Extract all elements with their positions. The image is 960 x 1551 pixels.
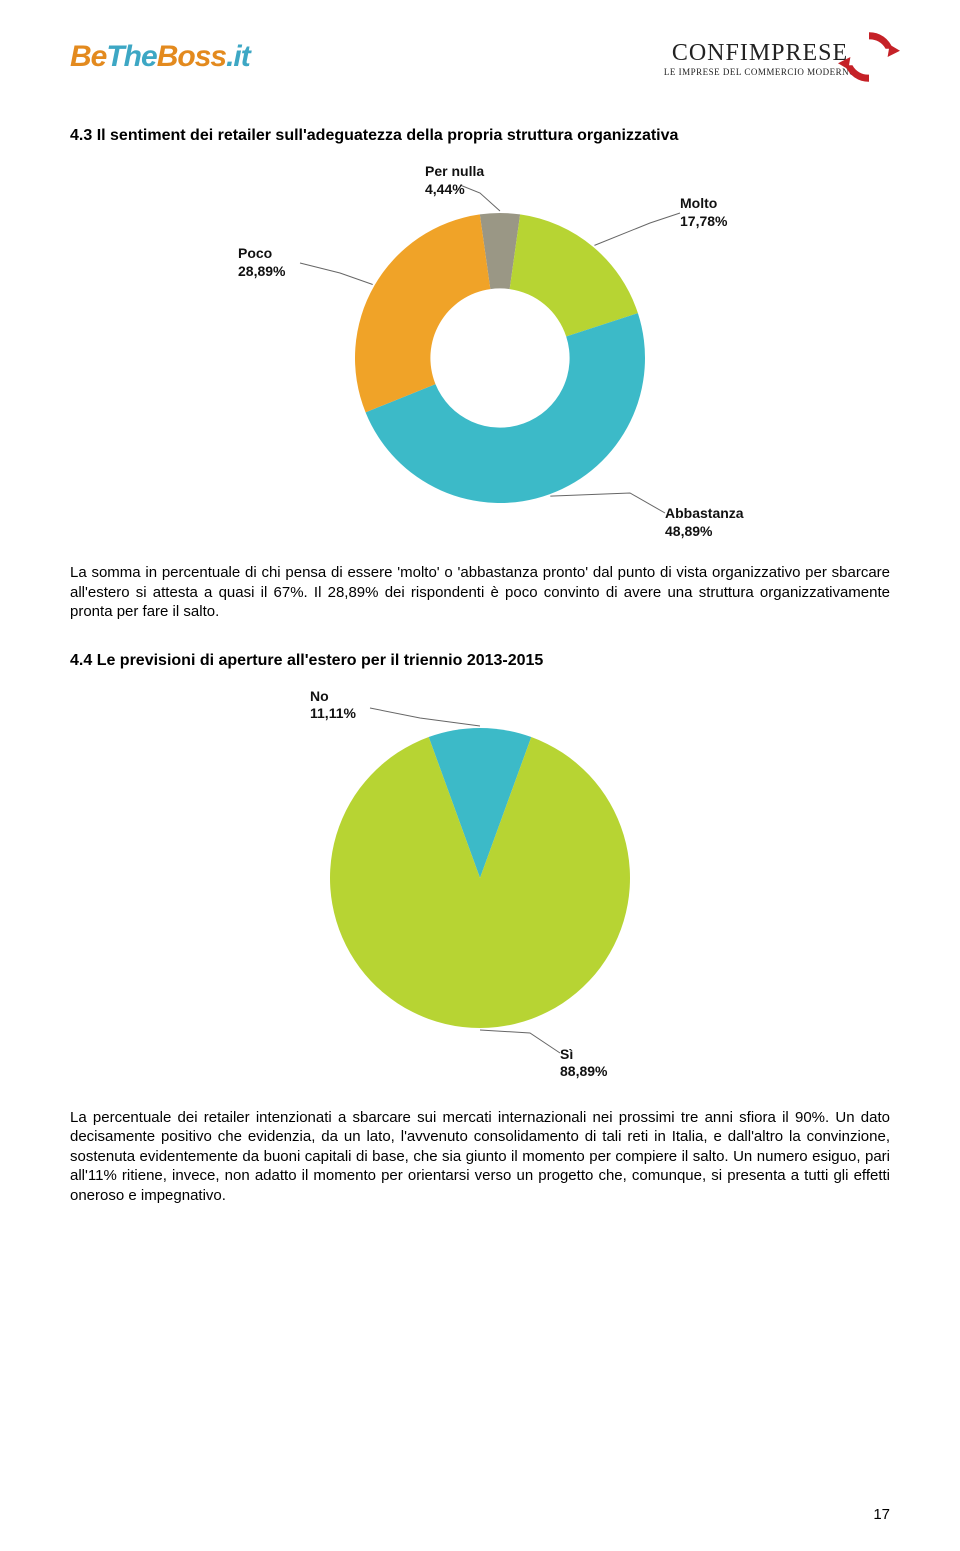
chart-label-value: 48,89% [665,523,744,541]
chart-label-value: 11,11% [310,705,356,723]
logo-part-be: Be [70,40,106,73]
chart-label-poco: Poco28,89% [238,245,285,280]
chart-label-abbastanza: Abbastanza48,89% [665,505,744,540]
chart-label-molto: Molto17,78% [680,195,727,230]
slice-molto [510,214,638,336]
body-text-4-3: La somma in percentuale di chi pensa di … [70,563,890,622]
chart-label-name: Sì [560,1046,607,1064]
chart-label-no: No11,11% [310,688,356,723]
chart-label-value: 88,89% [560,1063,607,1081]
body-text-4-4: La percentuale dei retailer intenzionati… [70,1108,890,1206]
pie-chart-previsioni: No11,11% Sì88,89% [200,688,760,1088]
logo-confimprese: CONFIMPRESE LE IMPRESE DEL COMMERCIO MOD… [630,40,890,77]
logo-betheboss: BeTheBoss.it [70,40,250,74]
chart-label-per_nulla: Per nulla4,44% [425,163,484,198]
chart-label-name: Poco [238,245,285,263]
donut-chart-sentiment: Per nulla4,44% Molto17,78% Abbastanza48,89… [160,163,800,543]
chart-label-value: 4,44% [425,181,484,199]
slice-poco [355,214,490,412]
page-number: 17 [873,1506,890,1523]
header: BeTheBoss.it CONFIMPRESE LE IMPRESE DEL … [70,40,890,77]
chart-label-name: No [310,688,356,706]
chart-label-value: 17,78% [680,213,727,231]
logo-part-boss: Boss [157,40,226,73]
chart-label-name: Abbastanza [665,505,744,523]
logo-part-it: it [233,40,249,73]
page: BeTheBoss.it CONFIMPRESE LE IMPRESE DEL … [0,0,960,1551]
chart-label-name: Per nulla [425,163,484,181]
chart-label-value: 28,89% [238,263,285,281]
arrows-icon [838,26,900,88]
chart-label-si: Sì88,89% [560,1046,607,1081]
logo-part-the: The [106,40,156,73]
section-heading-4-4: 4.4 Le previsioni di aperture all'estero… [70,652,890,670]
chart-label-name: Molto [680,195,727,213]
section-heading-4-3: 4.3 Il sentiment dei retailer sull'adegu… [70,127,890,145]
